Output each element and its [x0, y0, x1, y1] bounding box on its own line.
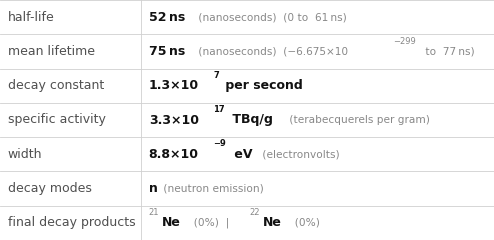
- Text: mean lifetime: mean lifetime: [8, 45, 95, 58]
- Text: (electronvolts): (electronvolts): [259, 149, 339, 159]
- Text: final decay products: final decay products: [8, 216, 135, 229]
- Text: Ne: Ne: [162, 216, 181, 229]
- Text: specific activity: specific activity: [8, 114, 106, 126]
- Text: 75 ns: 75 ns: [149, 45, 185, 58]
- Text: (terabecquerels per gram): (terabecquerels per gram): [286, 115, 430, 125]
- Text: −9: −9: [213, 139, 226, 149]
- Text: decay constant: decay constant: [8, 79, 104, 92]
- Text: 8.8×10: 8.8×10: [149, 148, 199, 161]
- Text: (nanoseconds)  (−6.675×10: (nanoseconds) (−6.675×10: [196, 46, 349, 56]
- Text: 52 ns: 52 ns: [149, 11, 185, 24]
- Text: to  77 ns): to 77 ns): [422, 46, 475, 56]
- Text: (neutron emission): (neutron emission): [160, 184, 264, 194]
- Text: 17: 17: [213, 105, 225, 114]
- Text: half-life: half-life: [8, 11, 55, 24]
- Text: width: width: [8, 148, 42, 161]
- Text: (0%): (0%): [288, 218, 320, 228]
- Text: per second: per second: [221, 79, 302, 92]
- Text: (0%)  |: (0%) |: [187, 218, 236, 228]
- Text: 3.3×10: 3.3×10: [149, 114, 199, 126]
- Text: 21: 21: [149, 208, 159, 217]
- Text: eV: eV: [230, 148, 252, 161]
- Text: TBq/g: TBq/g: [228, 114, 273, 126]
- Text: decay modes: decay modes: [8, 182, 92, 195]
- Text: 22: 22: [250, 208, 260, 217]
- Text: 7: 7: [213, 71, 219, 80]
- Text: −299: −299: [393, 37, 416, 46]
- Text: n: n: [149, 182, 158, 195]
- Text: Ne: Ne: [263, 216, 282, 229]
- Text: (nanoseconds)  (0 to  61 ns): (nanoseconds) (0 to 61 ns): [196, 12, 347, 22]
- Text: 1.3×10: 1.3×10: [149, 79, 199, 92]
